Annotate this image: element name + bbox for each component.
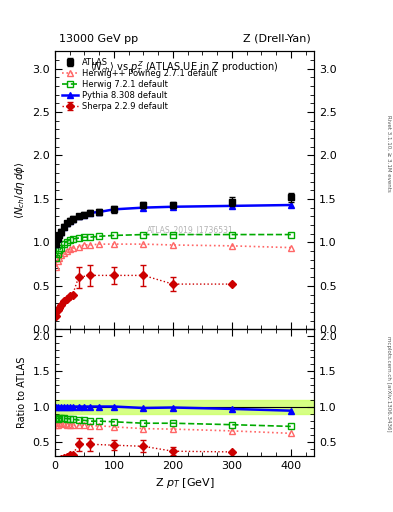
Bar: [55, 399, 314, 414]
Text: Rivet 3.1.10, ≥ 3.1M events: Rivet 3.1.10, ≥ 3.1M events: [386, 115, 391, 192]
Y-axis label: Ratio to ATLAS: Ratio to ATLAS: [17, 357, 27, 428]
Text: ATLAS_2019_I1736531: ATLAS_2019_I1736531: [147, 225, 233, 233]
Text: 13000 GeV pp: 13000 GeV pp: [59, 33, 138, 44]
Text: Z (Drell-Yan): Z (Drell-Yan): [243, 33, 310, 44]
Text: mcplots.cern.ch [arXiv:1306.3436]: mcplots.cern.ch [arXiv:1306.3436]: [386, 336, 391, 432]
Y-axis label: $\langle N_{ch}/d\eta\,d\phi\rangle$: $\langle N_{ch}/d\eta\,d\phi\rangle$: [13, 161, 27, 219]
X-axis label: Z $p_T$ [GeV]: Z $p_T$ [GeV]: [155, 476, 215, 490]
Text: $\langle N_{ch}\rangle$ vs $p_T^Z$ (ATLAS UE in Z production): $\langle N_{ch}\rangle$ vs $p_T^Z$ (ATLA…: [90, 59, 279, 76]
Legend: ATLAS, Herwig++ Powheg 2.7.1 default, Herwig 7.2.1 default, Pythia 8.308 default: ATLAS, Herwig++ Powheg 2.7.1 default, He…: [59, 55, 219, 114]
